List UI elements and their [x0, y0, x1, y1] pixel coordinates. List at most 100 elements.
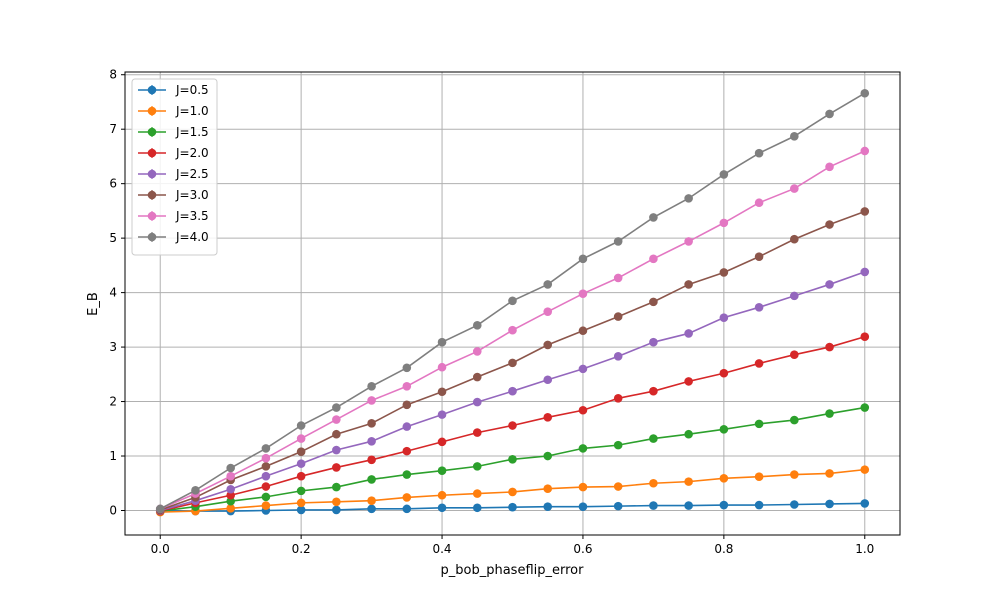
data-point [508, 487, 517, 497]
data-point [790, 291, 799, 301]
data-point [472, 372, 482, 382]
data-point [472, 347, 482, 356]
data-point [719, 268, 729, 277]
data-point [296, 471, 306, 481]
data-point [613, 440, 623, 450]
legend-item: J=4.0 [138, 230, 209, 244]
data-point [296, 447, 306, 456]
data-point [684, 237, 693, 246]
data-point [296, 434, 306, 443]
data-point [790, 470, 799, 479]
legend-item: J=2.5 [138, 167, 209, 181]
data-point [226, 504, 235, 513]
legend-label: J=1.5 [175, 125, 209, 139]
data-point [402, 446, 412, 456]
data-point [649, 478, 658, 488]
data-point [578, 502, 588, 511]
data-point [860, 207, 870, 216]
legend-label: J=3.5 [175, 209, 209, 223]
data-point [472, 428, 482, 437]
legend-marker [147, 190, 157, 200]
data-point [402, 400, 412, 410]
data-point [649, 386, 658, 396]
legend-label: J=1.0 [175, 104, 209, 118]
data-point [296, 459, 306, 468]
data-point [402, 504, 412, 514]
data-point [860, 332, 870, 342]
y-tick-label: 8 [109, 68, 117, 82]
data-point [825, 280, 834, 289]
y-tick-label: 5 [109, 231, 117, 245]
data-point [649, 337, 658, 347]
legend-label: J=0.5 [175, 83, 209, 97]
data-point [719, 500, 729, 510]
x-tick-label: 0.8 [714, 542, 733, 556]
data-point [155, 504, 165, 514]
x-tick-label: 0.2 [292, 542, 311, 556]
series-J=3.5 [155, 146, 870, 514]
y-tick-label: 0 [109, 503, 117, 517]
legend-marker [147, 106, 157, 116]
data-point [261, 471, 271, 481]
data-point [508, 358, 517, 368]
x-tick-label: 0.4 [432, 542, 451, 556]
legend-label: J=4.0 [175, 230, 209, 244]
legend-marker [147, 232, 157, 242]
data-point [790, 500, 799, 509]
y-tick-label: 3 [109, 340, 117, 354]
data-point [296, 505, 306, 515]
data-point [332, 445, 341, 455]
data-point [719, 313, 729, 322]
data-point [825, 409, 834, 418]
data-point [578, 364, 588, 374]
data-point [754, 472, 764, 482]
data-point [649, 213, 658, 222]
series-J=2.0 [155, 332, 870, 516]
data-point [332, 497, 341, 507]
data-point [437, 466, 447, 476]
data-point [790, 350, 799, 360]
y-tick-label: 4 [109, 286, 117, 300]
legend-item: J=1.5 [138, 125, 209, 139]
data-point [472, 489, 482, 498]
data-point [261, 444, 271, 453]
data-point [578, 405, 588, 415]
series-J=1.0 [155, 465, 870, 517]
y-tick-label: 6 [109, 177, 117, 191]
data-point [684, 194, 693, 203]
data-point [790, 234, 799, 244]
data-point [191, 486, 200, 495]
x-tick-label: 0.0 [151, 542, 170, 556]
data-point [825, 220, 834, 229]
data-point [613, 273, 623, 283]
data-point [719, 368, 729, 378]
x-tick-label: 0.6 [573, 542, 592, 556]
data-point [508, 454, 517, 464]
data-point [472, 320, 482, 330]
data-point [402, 363, 412, 373]
data-point [508, 421, 517, 430]
data-point [402, 422, 412, 431]
data-point [367, 455, 376, 465]
data-point [790, 415, 799, 425]
data-point [296, 486, 306, 496]
data-point [613, 501, 623, 511]
data-point [649, 297, 658, 307]
data-point [684, 501, 693, 510]
legend-item: J=3.5 [138, 209, 209, 223]
data-point [332, 415, 341, 424]
data-point [825, 342, 834, 352]
legend-box [131, 78, 218, 256]
data-point [261, 501, 271, 510]
data-point [437, 337, 447, 347]
data-point [860, 465, 870, 474]
data-point [825, 499, 834, 509]
data-point [226, 490, 235, 500]
data-point [825, 162, 834, 172]
data-point [508, 296, 517, 306]
data-point [261, 492, 271, 502]
data-point [402, 470, 412, 479]
data-point [332, 403, 341, 412]
